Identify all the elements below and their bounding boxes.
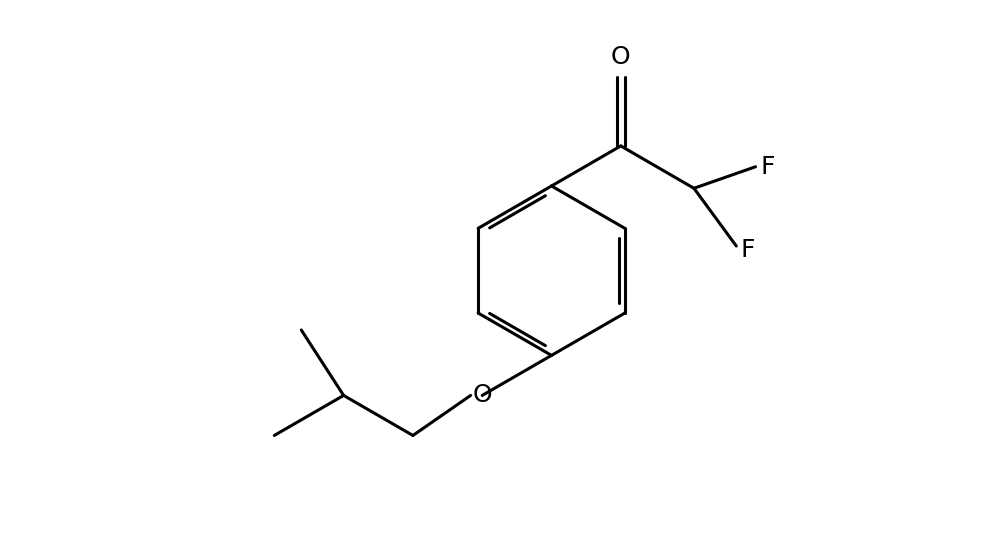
Text: F: F — [759, 155, 774, 178]
Text: O: O — [611, 45, 630, 69]
Text: O: O — [472, 383, 491, 407]
Text: F: F — [740, 238, 754, 262]
